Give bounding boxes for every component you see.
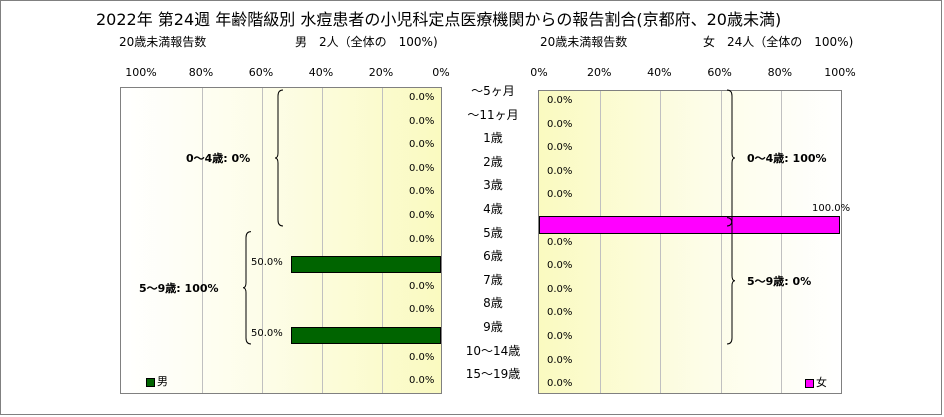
male-data-label: 0.0%: [409, 304, 435, 316]
age-category-label: 8歳: [483, 296, 503, 311]
male-x-tick-label: 80%: [188, 66, 214, 79]
age-category-label: 15～19歳: [465, 367, 521, 382]
female-gridline: [780, 91, 782, 393]
male-gridline: [262, 88, 263, 393]
female-data-label: 0.0%: [547, 378, 573, 390]
male-legend-label: 男: [157, 375, 168, 388]
male-data-label: 0.0%: [409, 233, 435, 245]
male-plot-area: [120, 87, 442, 394]
female-legend: 女: [805, 374, 827, 390]
male-group-label: 0～4歳: 0%: [186, 152, 251, 165]
female-data-label: 0.0%: [547, 118, 573, 130]
female-x-tick-label: 20%: [586, 66, 612, 79]
male-legend-swatch: [146, 377, 155, 387]
female-data-label: 100.0%: [812, 203, 851, 214]
male-data-label: 0.0%: [409, 92, 435, 103]
female-group-label: 5～9歳: 0%: [747, 274, 812, 288]
chart-title: 2022年 第24週 年齢階級別 水痘患者の小児科定点医療機関からの報告割合(京…: [96, 10, 782, 29]
female-subtitle-total: 女 24人（全体の 100%): [703, 35, 854, 49]
male-group-label: 5～9歳: 100%: [139, 281, 219, 295]
female-gridline: [600, 91, 602, 393]
male-x-tick-label: 100%: [125, 66, 157, 79]
male-data-label: 0.0%: [409, 115, 435, 127]
female-legend-swatch: [805, 378, 814, 388]
age-category-label: 6歳: [483, 249, 503, 264]
female-x-tick-label: 100%: [824, 66, 856, 79]
female-legend-label: 女: [816, 376, 827, 389]
female-data-label: 0.0%: [547, 165, 573, 177]
female-group-label: 0～4歳: 100%: [747, 152, 827, 165]
age-category-label: ～11ヶ月: [467, 107, 519, 122]
female-data-label: 0.0%: [547, 354, 573, 366]
age-category-label: 3歳: [483, 178, 503, 193]
male-gridline: [382, 88, 383, 393]
male-x-tick-label: 60%: [248, 66, 274, 79]
male-data-label: 0.0%: [409, 375, 435, 387]
female-data-label: 0.0%: [547, 142, 573, 154]
female-data-label: 0.0%: [547, 331, 573, 342]
male-data-label: 0.0%: [409, 210, 435, 221]
female-x-tick-label: 40%: [647, 66, 672, 79]
female-data-label: 0.0%: [547, 283, 573, 295]
male-data-label: 50.0%: [251, 257, 283, 269]
female-bar: [539, 216, 840, 234]
female-subtitle-count-label: 20歳未満報告数: [540, 35, 628, 49]
male-data-label: 0.0%: [409, 280, 435, 292]
female-data-label: 0.0%: [547, 236, 573, 248]
age-category-label: 5歳: [483, 225, 503, 240]
age-category-label: 4歳: [483, 202, 503, 216]
male-data-label: 0.0%: [409, 351, 435, 363]
age-category-label: 9歳: [483, 320, 503, 334]
age-category-label: 2歳: [483, 154, 503, 169]
female-data-label: 0.0%: [547, 95, 573, 106]
male-legend: 男: [146, 373, 168, 389]
male-gridline: [322, 88, 323, 393]
male-data-label: 0.0%: [409, 162, 435, 174]
male-data-label: 50.0%: [251, 328, 283, 339]
male-bar: [291, 256, 441, 274]
age-category-label: 10～14歳: [465, 343, 521, 358]
male-x-tick-label: 0%: [432, 66, 450, 79]
age-category-label: 7歳: [483, 272, 503, 287]
female-x-tick-label: 0%: [530, 66, 548, 79]
male-gridline: [202, 88, 203, 393]
age-category-label: 1歳: [483, 131, 503, 146]
female-gridline: [720, 91, 722, 393]
male-x-tick-label: 40%: [308, 66, 334, 79]
male-subtitle-count-label: 20歳未満報告数: [119, 35, 207, 49]
female-x-tick-label: 60%: [707, 66, 732, 79]
female-data-label: 0.0%: [547, 260, 573, 272]
female-x-tick-label: 80%: [767, 66, 793, 79]
female-plot-area: [538, 90, 842, 394]
age-category-label: ～5ヶ月: [471, 84, 515, 98]
male-subtitle-total: 男 2人（全体の 100%): [295, 35, 438, 49]
female-data-label: 0.0%: [547, 189, 573, 201]
male-data-label: 0.0%: [409, 186, 435, 198]
female-data-label: 0.0%: [547, 307, 573, 319]
male-x-tick-label: 20%: [368, 66, 394, 79]
female-gridline: [660, 91, 662, 393]
male-data-label: 0.0%: [409, 139, 435, 151]
male-bar: [291, 327, 441, 344]
